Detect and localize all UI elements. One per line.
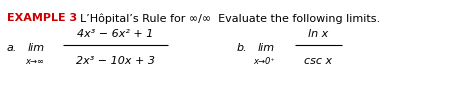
Text: x→∞: x→∞ bbox=[25, 58, 44, 66]
Text: b.: b. bbox=[237, 43, 247, 53]
Text: csc x: csc x bbox=[304, 56, 332, 66]
Text: EXAMPLE 3: EXAMPLE 3 bbox=[7, 13, 77, 23]
Text: L’Hôpital’s Rule for ∞/∞  Evaluate the following limits.: L’Hôpital’s Rule for ∞/∞ Evaluate the fo… bbox=[80, 13, 380, 23]
Text: lim: lim bbox=[28, 43, 45, 53]
Text: lim: lim bbox=[258, 43, 275, 53]
Text: ln x: ln x bbox=[308, 29, 328, 39]
Text: 2x³ − 10x + 3: 2x³ − 10x + 3 bbox=[75, 56, 155, 66]
Text: 4x³ − 6x² + 1: 4x³ − 6x² + 1 bbox=[77, 29, 153, 39]
Text: x→0⁺: x→0⁺ bbox=[253, 58, 275, 66]
Text: a.: a. bbox=[7, 43, 17, 53]
